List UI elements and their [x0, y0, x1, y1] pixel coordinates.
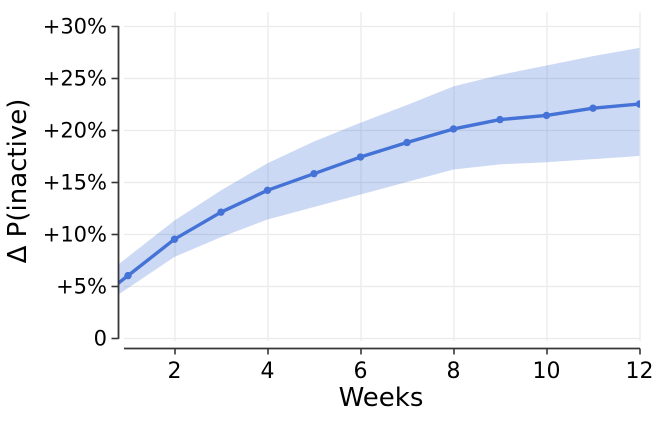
y-tick-label: 0: [94, 327, 107, 351]
x-tick-label: 6: [354, 359, 368, 384]
data-points: [124, 100, 640, 280]
y-tick-label: +15%: [43, 171, 107, 195]
axes: [111, 25, 641, 355]
x-tick-label: 4: [261, 359, 275, 384]
confidence-band: [118, 47, 640, 295]
data-point: [449, 125, 458, 133]
confidence-band-area: [118, 47, 640, 295]
y-tick-labels: 0 +5% +10% +15% +20% +25% +30%: [43, 15, 107, 351]
y-tick-label: +20%: [43, 119, 107, 143]
x-axis-label: Weeks: [339, 383, 424, 413]
x-tick-label: 12: [626, 359, 654, 384]
x-tick-label: 2: [168, 359, 182, 384]
y-tick-label: +30%: [43, 15, 107, 39]
data-point: [310, 169, 318, 178]
x-tick-label: 8: [447, 359, 461, 384]
y-tick-label: +25%: [43, 67, 107, 91]
data-point: [356, 153, 365, 161]
y-axis-label: Δ P(inactive): [3, 99, 33, 264]
x-tick-labels: 2 4 6 8 10 12: [168, 359, 654, 384]
data-point: [542, 111, 551, 120]
data-point: [170, 235, 179, 243]
data-point: [496, 115, 504, 124]
data-point: [217, 208, 225, 216]
data-point: [263, 186, 272, 195]
y-tick-label: +10%: [43, 223, 107, 247]
y-tick-label: +5%: [56, 275, 107, 299]
data-point: [589, 104, 597, 112]
data-point: [635, 100, 640, 108]
x-tick-label: 10: [533, 359, 561, 384]
gridlines: [124, 12, 641, 341]
data-point: [403, 138, 411, 147]
data-point: [124, 271, 132, 280]
